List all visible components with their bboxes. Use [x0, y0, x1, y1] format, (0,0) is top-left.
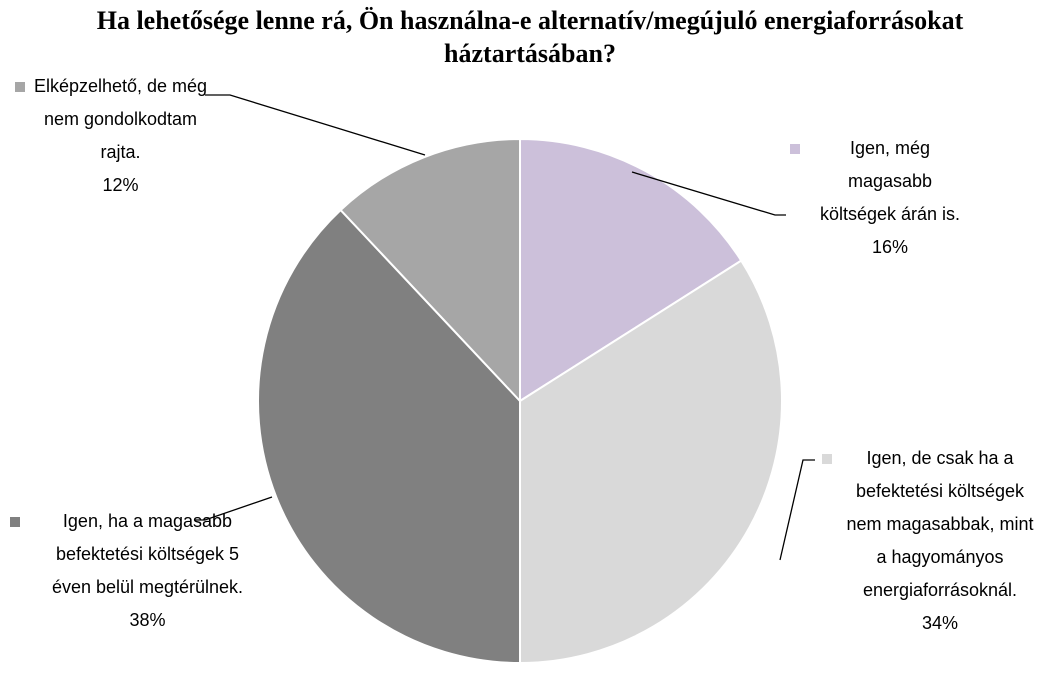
data-label: Igen, még magasabb költségek árán is. 16% — [790, 132, 970, 264]
value-label: 12% — [102, 175, 139, 195]
category-label: Elképzelhető, de még nem gondolkodtam ra… — [33, 76, 208, 162]
category-label: Igen, ha a magasabb befektetési költsége… — [51, 511, 244, 597]
leader-line — [205, 94, 426, 156]
legend-marker — [15, 82, 25, 92]
legend-marker — [822, 454, 832, 464]
leader-line — [631, 171, 786, 216]
data-label: Igen, ha a magasabb befektetési költsége… — [10, 505, 245, 637]
value-label: 38% — [129, 610, 166, 630]
legend-marker — [10, 517, 20, 527]
chart-title: Ha lehetősége lenne rá, Ön használna-e a… — [96, 6, 964, 68]
pie-slice — [519, 137, 743, 403]
legend-marker — [790, 144, 800, 154]
pie — [257, 137, 783, 665]
leader-line — [779, 459, 815, 561]
value-label: 34% — [921, 613, 959, 633]
leader-line — [195, 496, 273, 521]
data-label: Elképzelhető, de még nem gondolkodtam ra… — [15, 70, 208, 202]
category-label: Igen, de csak ha a befektetési költségek… — [846, 448, 1034, 600]
pie-slice — [257, 208, 521, 665]
pie-slice — [339, 137, 521, 404]
data-label: Igen, de csak ha a befektetési költségek… — [822, 442, 1040, 640]
pie-slice — [519, 259, 783, 665]
category-label: Igen, még magasabb költségek árán is. — [819, 138, 961, 224]
value-label: 16% — [871, 237, 909, 257]
